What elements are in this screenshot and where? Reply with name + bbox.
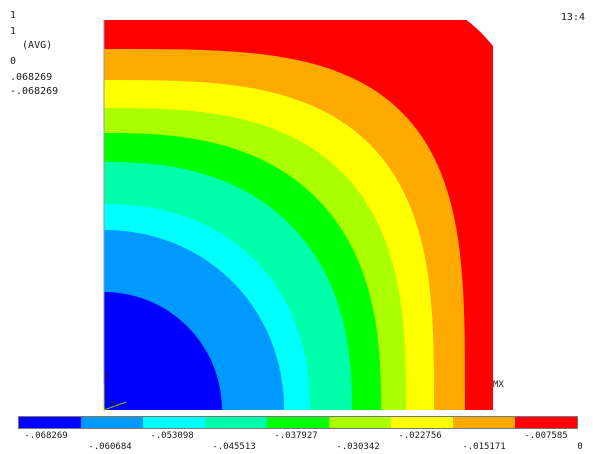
legend-swatch-5 xyxy=(267,417,329,428)
legend-swatch-8 xyxy=(453,417,515,428)
axis-x-label: X xyxy=(110,399,116,409)
mx-marker-label: MX xyxy=(493,380,504,390)
legend-label-1: -.068269 xyxy=(24,431,68,441)
legend-swatch-6 xyxy=(329,417,391,428)
contour-band-10 xyxy=(104,292,222,410)
legend-label-8: -.015171 xyxy=(462,442,506,452)
legend-swatch-9 xyxy=(515,417,577,428)
legend-label-6: -.030342 xyxy=(336,442,380,452)
legend-label-4: -.045513 xyxy=(212,442,256,452)
legend-label-2: -.060684 xyxy=(88,442,132,452)
legend-swatch-7 xyxy=(391,417,453,428)
legend-swatch-1 xyxy=(19,417,81,428)
info-line-2: 1 xyxy=(10,26,17,37)
legend-label-10: 0 xyxy=(577,442,583,452)
axis-y-label: Y xyxy=(104,373,110,383)
legend-bar xyxy=(18,416,578,429)
legend-label-3: -.053098 xyxy=(150,431,194,441)
legend-swatch-2 xyxy=(81,417,143,428)
legend-label-5: -.037927 xyxy=(274,431,318,441)
legend-label-7: -.022756 xyxy=(398,431,442,441)
info-line-1: 1 xyxy=(10,10,17,21)
legend-label-9: -.007585 xyxy=(524,431,568,441)
legend-swatch-4 xyxy=(205,417,267,428)
info-line-min: -.068269 xyxy=(10,86,59,97)
triad-x xyxy=(103,401,127,411)
info-line-smn: 0 xyxy=(10,56,17,67)
info-line-smx: .068269 xyxy=(10,72,53,83)
info-line-avg: (AVG) xyxy=(10,40,53,51)
time-stamp: 13:4 xyxy=(560,12,585,23)
legend-swatch-3 xyxy=(143,417,205,428)
